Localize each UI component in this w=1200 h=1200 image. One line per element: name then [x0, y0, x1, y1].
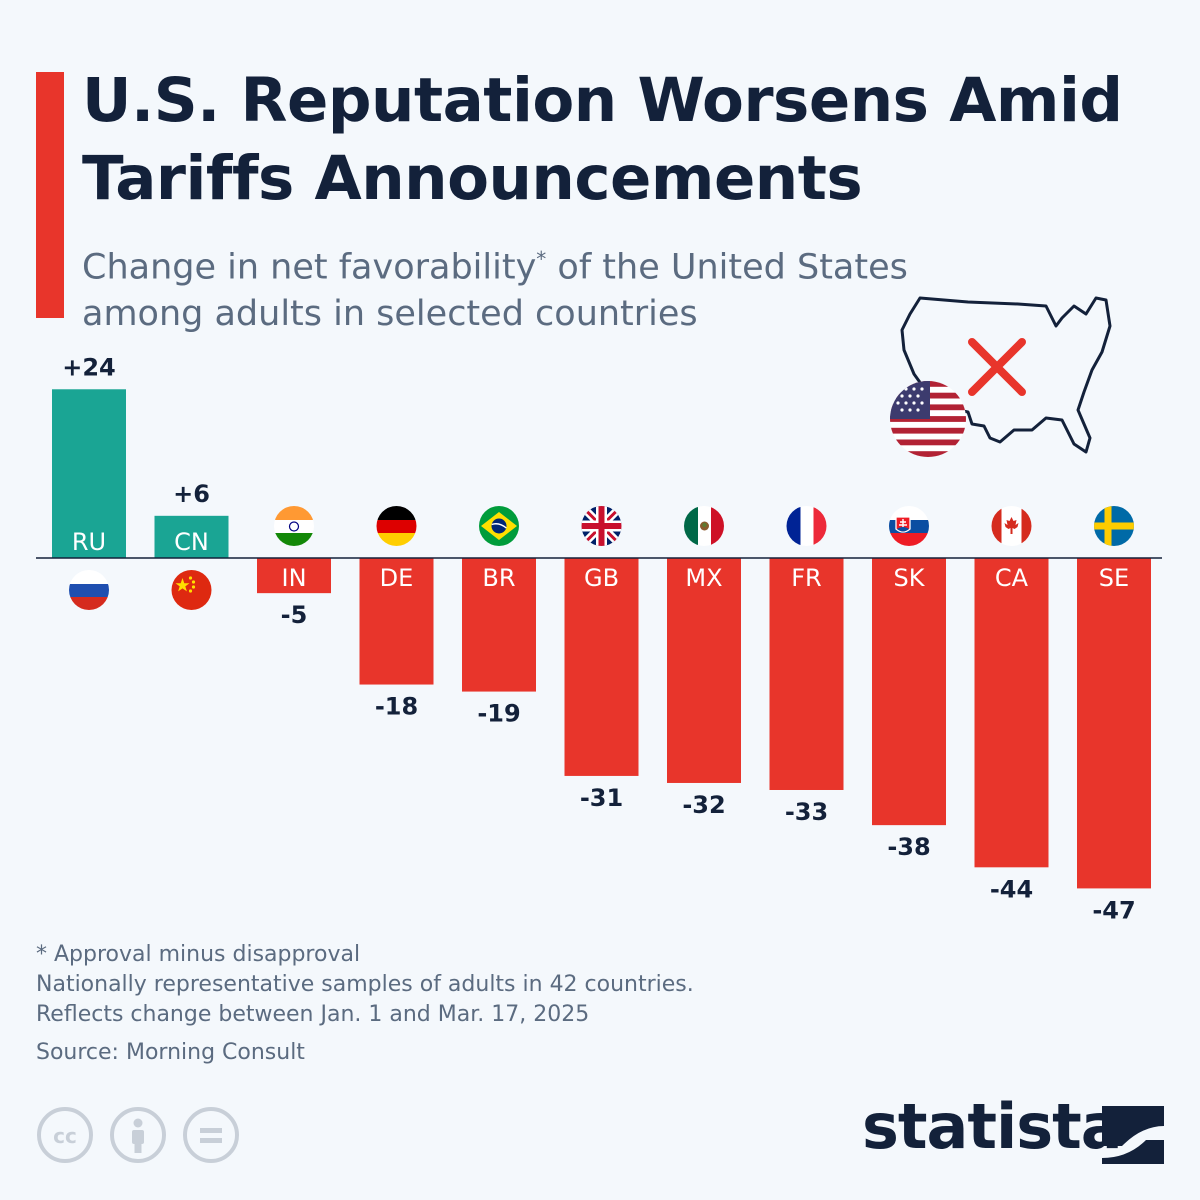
country-code-fr: FR	[791, 564, 821, 592]
chart-title: U.S. Reputation Worsens Amid Tariffs Ann…	[82, 65, 1123, 214]
value-label-fr: -33	[785, 798, 828, 826]
bar-cn	[154, 515, 229, 558]
uk-flag-icon	[582, 506, 622, 546]
bar-se	[1077, 558, 1151, 889]
us-flag-icon	[890, 381, 966, 457]
license-icons: cc	[37, 1107, 239, 1163]
country-code-cn: CN	[174, 528, 209, 556]
canada-flag-icon	[992, 506, 1032, 546]
value-label-ca: -44	[990, 875, 1033, 903]
bar-br	[462, 558, 536, 692]
bar-sk	[872, 558, 946, 826]
accent-bar	[36, 72, 64, 318]
statista-wordmark: statista	[862, 1090, 1123, 1163]
russia-flag-icon	[69, 570, 109, 610]
subtitle-rest: of the United States among adults in sel…	[82, 247, 908, 334]
footnote-asterisk: * Approval minus disapproval	[36, 942, 361, 967]
bar-in	[257, 558, 331, 594]
country-code-gb: GB	[584, 564, 619, 592]
value-label-in: -5	[281, 601, 308, 629]
bar-de	[359, 558, 434, 685]
germany-flag-icon	[377, 506, 417, 546]
france-flag-icon	[787, 506, 827, 546]
value-label-cn: +6	[173, 480, 210, 508]
value-label-se: -47	[1092, 896, 1135, 924]
us-illustration	[890, 296, 1112, 457]
statista-logo-icon	[1102, 1106, 1164, 1164]
country-code-ru: RU	[72, 528, 106, 556]
svg-text:cc: cc	[53, 1124, 77, 1148]
bar-ca	[974, 558, 1049, 868]
bar-mx	[667, 558, 741, 783]
brazil-flag-icon	[479, 506, 519, 546]
india-flag-icon	[274, 506, 314, 546]
value-label-mx: -32	[682, 791, 725, 819]
value-label-br: -19	[477, 700, 520, 728]
country-code-br: BR	[482, 564, 515, 592]
china-flag-icon	[172, 570, 212, 610]
bar-gb	[564, 558, 639, 776]
chart-subtitle: Change in net favorability* of the Unite…	[82, 236, 982, 337]
bar-fr	[769, 558, 844, 790]
no-derivatives-icon[interactable]	[183, 1107, 239, 1163]
red-x-icon	[968, 338, 1026, 396]
country-code-ca: CA	[995, 564, 1029, 592]
country-code-mx: MX	[685, 564, 722, 592]
country-code-se: SE	[1099, 564, 1129, 592]
value-label-ru: +24	[62, 353, 116, 381]
footnote-sample: Nationally representative samples of adu…	[36, 972, 694, 997]
value-label-sk: -38	[887, 833, 930, 861]
country-code-in: IN	[281, 564, 306, 592]
country-code-de: DE	[380, 564, 414, 592]
bar-ru	[52, 389, 126, 558]
bars-layer: RU +24 CN +6 IN -5 DE -18 BR -19 GB -31 MX -32 FR -33 SK…	[52, 353, 1151, 924]
value-label-gb: -31	[580, 784, 623, 812]
country-code-sk: SK	[894, 564, 926, 592]
attribution-icon[interactable]	[110, 1107, 166, 1163]
value-label-de: -18	[375, 693, 418, 721]
footnotes: * Approval minus disapproval Nationally …	[36, 940, 836, 1068]
footnote-period: Reflects change between Jan. 1 and Mar. …	[36, 1002, 590, 1027]
subtitle-asterisk: *	[536, 247, 547, 271]
cc-icon[interactable]: cc	[37, 1107, 93, 1163]
sweden-flag-icon	[1094, 506, 1134, 546]
mexico-flag-icon	[684, 506, 724, 546]
subtitle-main: Change in net favorability	[82, 247, 537, 288]
slovakia-flag-icon	[889, 506, 929, 546]
source-note: Source: Morning Consult	[36, 1040, 305, 1065]
